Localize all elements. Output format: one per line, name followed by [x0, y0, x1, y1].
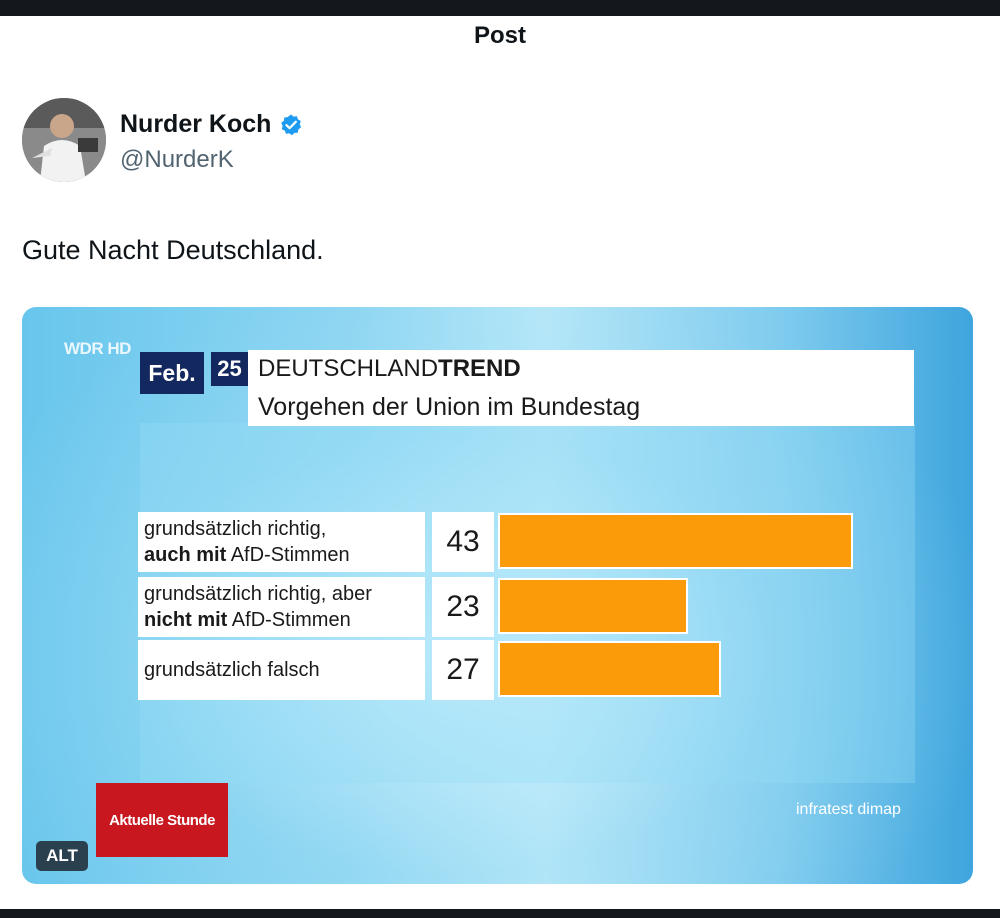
post-media-image[interactable]: WDR HD Feb. 25 DEUTSCHLAND TREND Vorgehen…	[22, 307, 973, 884]
bar	[498, 641, 721, 697]
bar-label-text: AfD-Stimmen	[226, 544, 350, 566]
show-logo: Aktuelle Stunde	[96, 783, 228, 857]
date-year-badge: 25	[211, 352, 248, 386]
bottom-bar	[0, 909, 1000, 918]
post-text: Gute Nacht Deutschland.	[22, 235, 324, 265]
author-handle[interactable]: @NurderK	[120, 146, 234, 173]
bar-label-emphasis: auch mit	[144, 544, 227, 566]
bar	[498, 513, 853, 569]
chart-title: DEUTSCHLAND TREND	[248, 350, 914, 388]
bar-label-line: grundsätzlich richtig, aber	[144, 583, 372, 605]
bar-value-label: 23	[432, 577, 494, 637]
alt-text-button[interactable]: ALT	[36, 841, 88, 871]
bar-value-label: 27	[432, 640, 494, 700]
verified-badge-icon	[279, 113, 303, 137]
bar-label: grundsätzlich falsch	[138, 640, 425, 700]
page-title: Post	[473, 22, 526, 49]
bar-label-text: AfD-Stimmen	[227, 609, 351, 631]
bar-label-line: grundsätzlich falsch	[144, 659, 320, 681]
bar-label-line: auch mit AfD-Stimmen	[144, 542, 425, 568]
broadcaster-logo: WDR HD	[64, 339, 131, 358]
bar-label: grundsätzlich richtig, aber nicht mit AfD…	[138, 577, 425, 637]
author-name[interactable]: Nurder Koch	[120, 110, 303, 139]
bar-label: grundsätzlich richtig, auch mit AfD-Stimm…	[138, 512, 425, 572]
bar-value-label: 43	[432, 512, 494, 572]
bar-label-line: nicht mit AfD-Stimmen	[144, 607, 425, 633]
chart-subtitle: Vorgehen der Union im Bundestag	[248, 388, 914, 426]
chart-title-regular: DEUTSCHLAND	[258, 355, 439, 382]
avatar[interactable]	[22, 98, 106, 182]
source-label: infratest dimap	[796, 801, 901, 818]
status-bar	[0, 0, 1000, 16]
bar-label-line: grundsätzlich richtig,	[144, 518, 327, 540]
date-month-badge: Feb.	[140, 352, 204, 394]
chart-title-bold: TREND	[438, 355, 521, 382]
bar-label-emphasis: nicht mit	[144, 609, 228, 631]
author-name-text[interactable]: Nurder Koch	[120, 110, 272, 138]
bar	[498, 578, 688, 634]
